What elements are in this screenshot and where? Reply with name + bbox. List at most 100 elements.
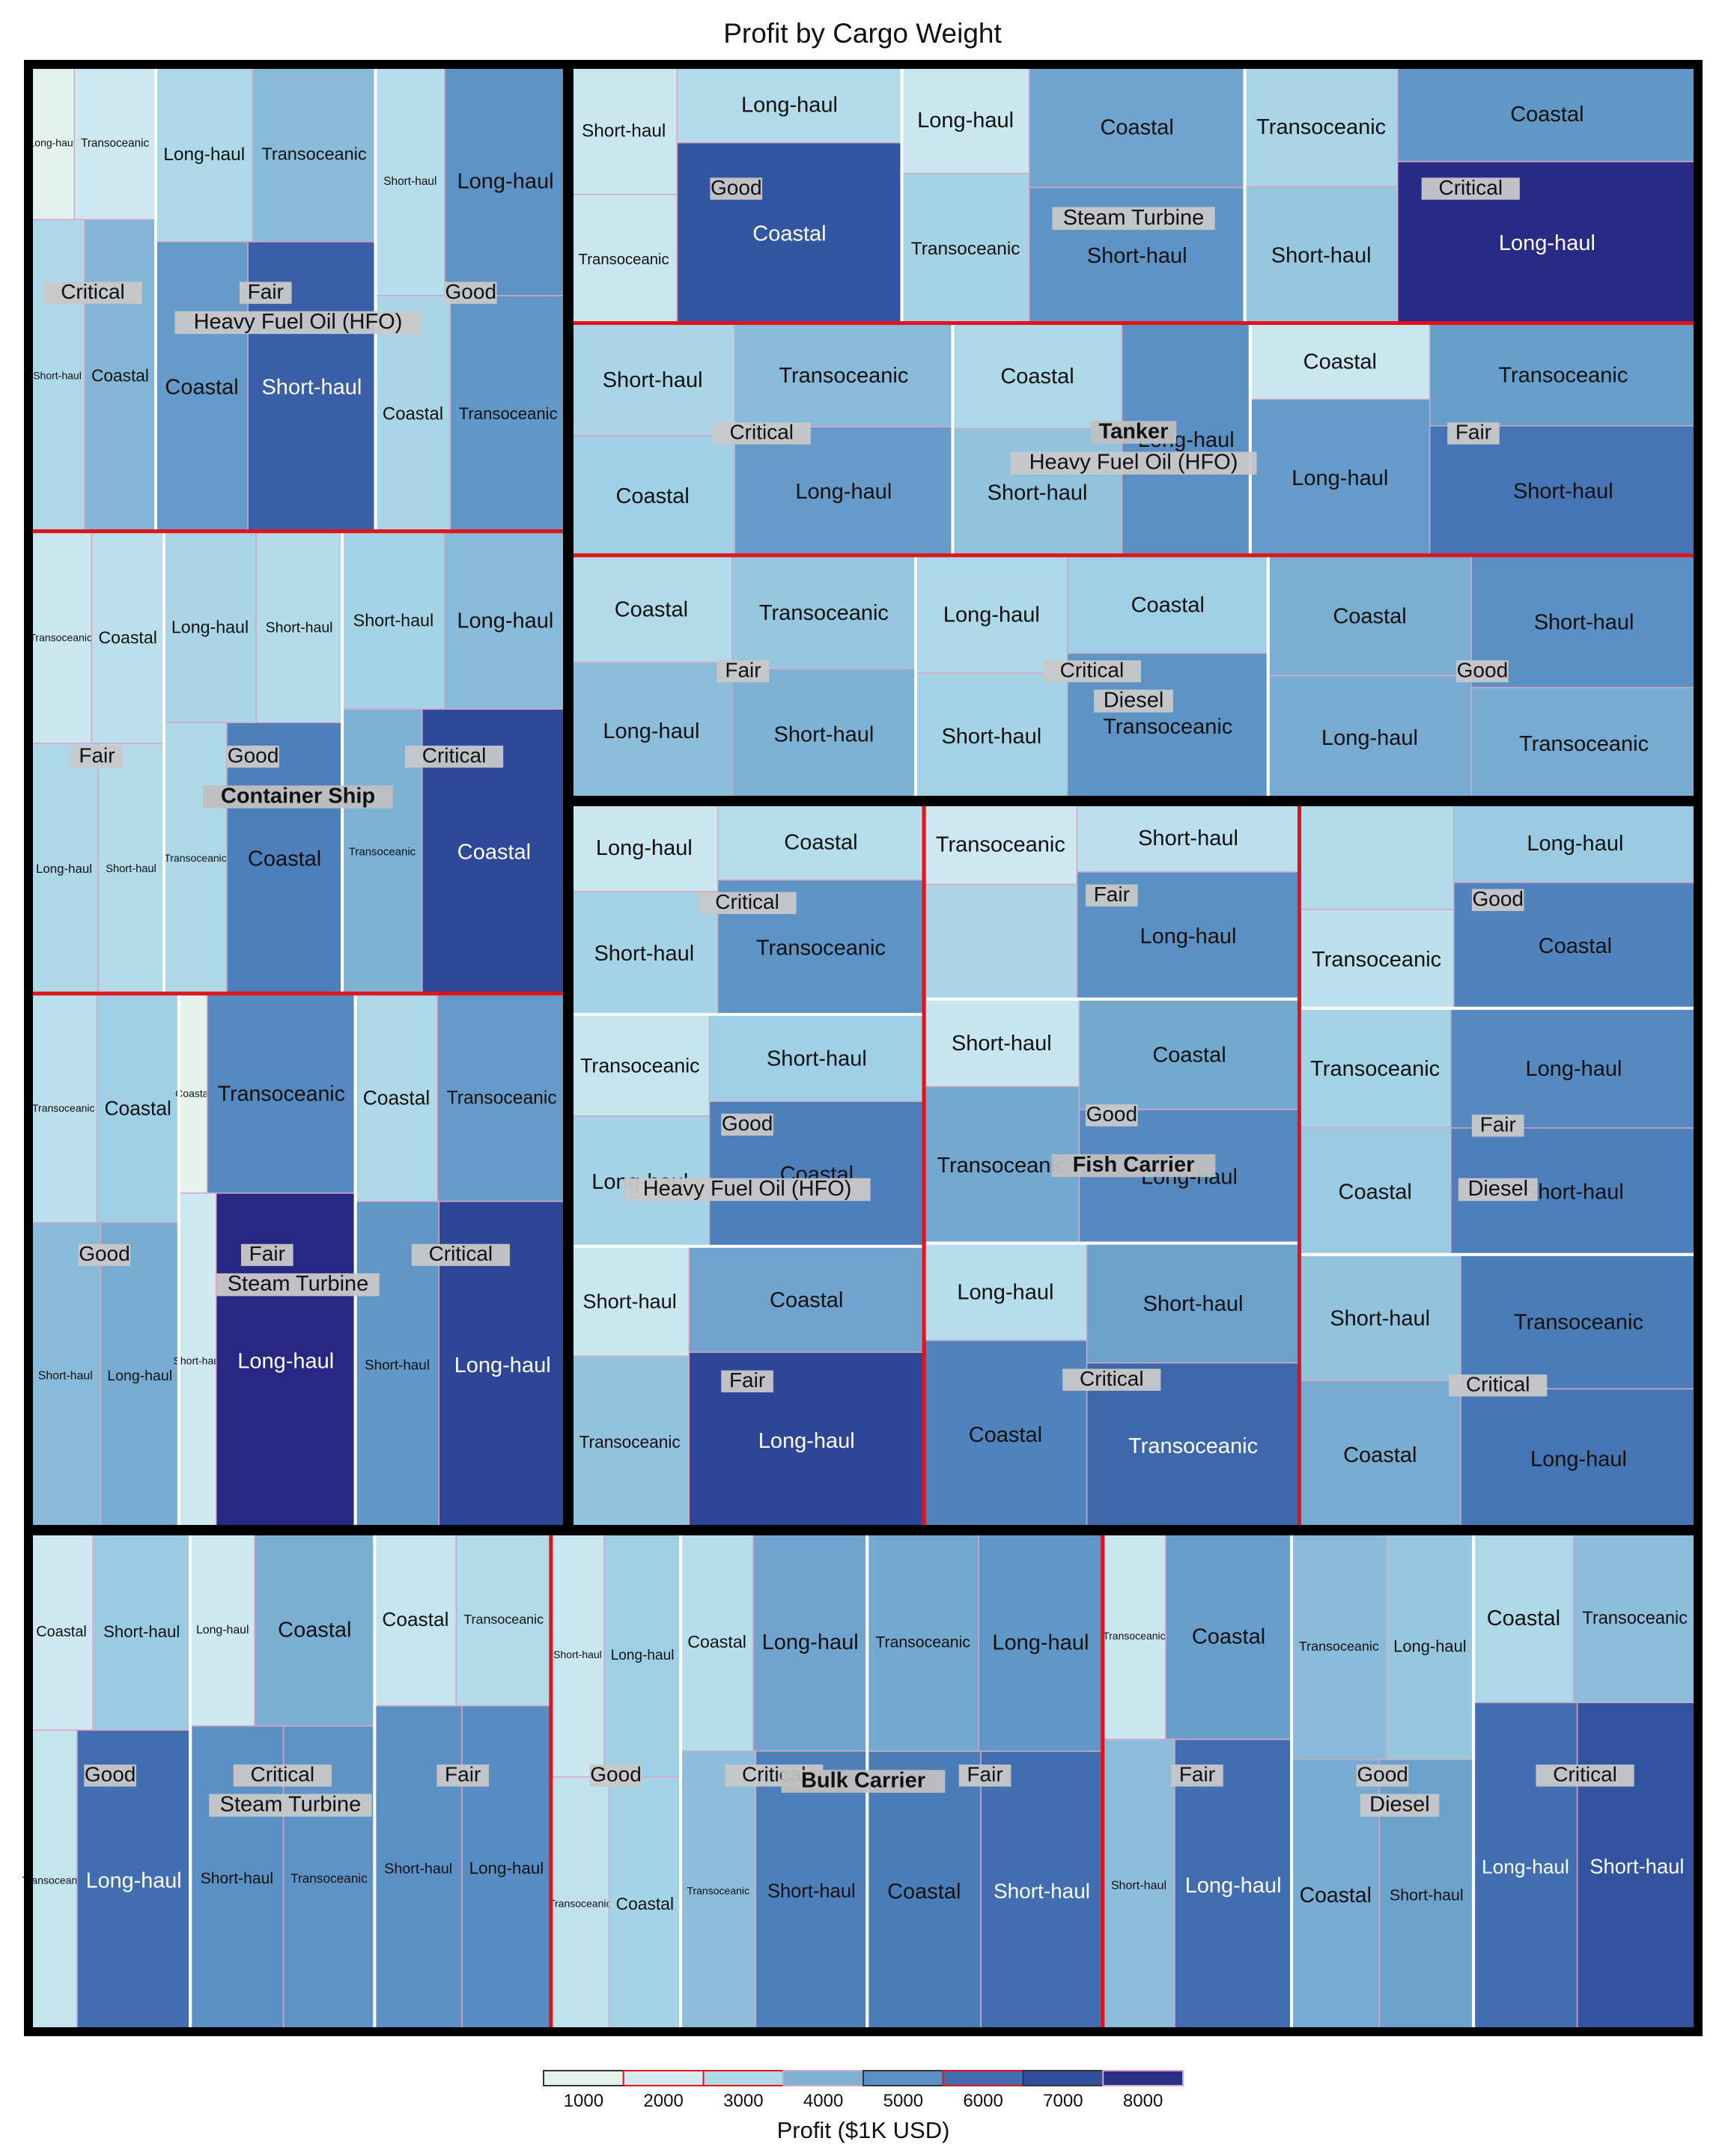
treemap-leaf[interactable] (1429, 425, 1697, 556)
treemap-leaf[interactable] (570, 194, 678, 324)
treemap-leaf[interactable] (570, 1355, 690, 1529)
treemap-leaf[interactable] (755, 1750, 868, 2031)
treemap-leaf[interactable] (178, 1193, 217, 1529)
treemap-leaf[interactable] (1102, 1738, 1175, 2031)
treemap-leaf[interactable] (603, 1532, 681, 1778)
treemap-leaf[interactable] (1460, 1254, 1697, 1389)
treemap-leaf[interactable] (1298, 803, 1455, 910)
treemap-leaf[interactable] (163, 722, 228, 994)
treemap-leaf[interactable] (1576, 1702, 1697, 2031)
treemap-leaf[interactable] (570, 1014, 711, 1117)
treemap-leaf[interactable] (731, 668, 916, 800)
treemap-leaf[interactable] (91, 530, 165, 744)
treemap-leaf[interactable] (608, 1776, 681, 2031)
treemap-leaf[interactable] (708, 1014, 925, 1103)
treemap-leaf[interactable] (1298, 1380, 1461, 1529)
treemap-leaf[interactable] (1385, 1532, 1474, 1761)
treemap-leaf[interactable] (100, 1222, 180, 1529)
treemap-leaf[interactable] (923, 998, 1080, 1088)
vessel-group: Long-haul Short-haul Coastal Transoceanic Cr… (568, 800, 1700, 1531)
treemap-leaf[interactable] (1298, 909, 1455, 1009)
treemap-leaf[interactable] (444, 65, 567, 296)
condition-group: Transoceanic Long-haul Coastal Short-haul Go… (1290, 1531, 1476, 2032)
treemap-leaf[interactable] (455, 1532, 552, 1707)
treemap-leaf[interactable] (1470, 555, 1697, 689)
treemap-leaf[interactable] (1250, 398, 1431, 556)
treemap-leaf[interactable] (570, 1246, 690, 1357)
leaf-label: Transoceanic (759, 601, 889, 625)
treemap-leaf[interactable] (207, 993, 356, 1194)
treemap-leaf[interactable] (676, 141, 903, 324)
treemap-leaf[interactable] (952, 427, 1123, 556)
treemap-leaf[interactable] (252, 65, 377, 243)
treemap-leaf[interactable] (1460, 1388, 1697, 1529)
treemap-leaf[interactable] (1473, 1702, 1578, 2031)
treemap-leaf[interactable] (923, 883, 1078, 1000)
treemap-leaf[interactable] (570, 65, 678, 195)
treemap-leaf[interactable] (866, 1750, 982, 2031)
treemap-leaf[interactable] (915, 555, 1068, 674)
treemap-leaf[interactable] (1244, 186, 1399, 324)
treemap-leaf[interactable] (1028, 65, 1246, 189)
treemap-leaf[interactable] (254, 1532, 376, 1727)
treemap-leaf[interactable] (550, 1776, 610, 2031)
treemap-leaf[interactable] (1291, 1532, 1387, 1761)
treemap-leaf[interactable] (29, 530, 93, 744)
treemap-leaf[interactable] (752, 1532, 868, 1752)
leaf-label: Long-haul (1527, 832, 1623, 856)
treemap-leaf[interactable] (461, 1705, 552, 2031)
treemap-leaf[interactable] (680, 1532, 754, 1752)
treemap-leaf[interactable] (374, 295, 451, 532)
treemap-leaf[interactable] (550, 1532, 605, 1778)
treemap-leaf[interactable] (734, 322, 954, 428)
treemap-leaf[interactable] (570, 435, 736, 556)
vessel-label: Tanker (1099, 420, 1169, 444)
treemap-leaf[interactable] (97, 743, 165, 994)
treemap-leaf[interactable] (163, 530, 257, 723)
treemap-leaf[interactable] (1470, 686, 1697, 800)
treemap-leaf[interactable] (978, 1532, 1104, 1752)
treemap-leaf[interactable] (923, 1339, 1088, 1529)
treemap-leaf[interactable] (570, 661, 733, 800)
treemap-leaf[interactable] (226, 722, 343, 994)
leaf-label: Long-haul (163, 144, 245, 165)
treemap-leaf[interactable] (1268, 674, 1472, 800)
treemap-leaf[interactable] (866, 1532, 979, 1752)
leaf-label: Coastal (1339, 1180, 1412, 1204)
treemap-leaf[interactable] (436, 993, 567, 1202)
treemap-leaf[interactable] (29, 743, 99, 994)
treemap-leaf[interactable] (1268, 555, 1472, 677)
treemap-leaf[interactable] (570, 891, 719, 1015)
treemap-leaf[interactable] (29, 1729, 78, 2031)
treemap-leaf[interactable] (901, 172, 1030, 324)
treemap-leaf[interactable] (1298, 1127, 1452, 1255)
treemap-leaf[interactable] (570, 322, 736, 436)
condition-tag-bg (1171, 1764, 1223, 1787)
leaf-label: Short-haul (1390, 1886, 1464, 1904)
treemap-leaf[interactable] (1453, 803, 1697, 883)
treemap-leaf[interactable] (29, 219, 85, 532)
treemap-leaf[interactable] (155, 241, 249, 532)
treemap-leaf[interactable] (980, 1750, 1104, 2031)
treemap-leaf[interactable] (29, 1532, 94, 1731)
treemap-leaf[interactable] (1174, 1738, 1292, 2031)
treemap-leaf[interactable] (374, 1532, 457, 1707)
treemap-leaf[interactable] (901, 65, 1030, 174)
treemap-leaf[interactable] (1429, 322, 1697, 427)
treemap-leaf[interactable] (29, 1222, 102, 1529)
treemap-leaf[interactable] (374, 1705, 463, 2031)
treemap-leaf[interactable] (1086, 1242, 1300, 1364)
treemap-leaf[interactable] (688, 1246, 925, 1353)
leaf-label: Short-haul (767, 1881, 856, 1901)
treemap-leaf[interactable] (255, 530, 343, 723)
treemap-leaf[interactable] (1450, 1008, 1697, 1129)
treemap-leaf[interactable] (84, 219, 156, 532)
treemap-leaf[interactable] (717, 803, 925, 881)
condition-label: Good (1472, 887, 1524, 910)
treemap-leaf[interactable] (29, 65, 76, 220)
treemap-leaf[interactable] (1078, 998, 1300, 1110)
treemap-leaf[interactable] (1102, 1532, 1166, 1741)
treemap-leaf[interactable] (449, 295, 567, 532)
treemap-leaf[interactable] (1397, 65, 1697, 162)
treemap-leaf[interactable] (1244, 65, 1399, 188)
